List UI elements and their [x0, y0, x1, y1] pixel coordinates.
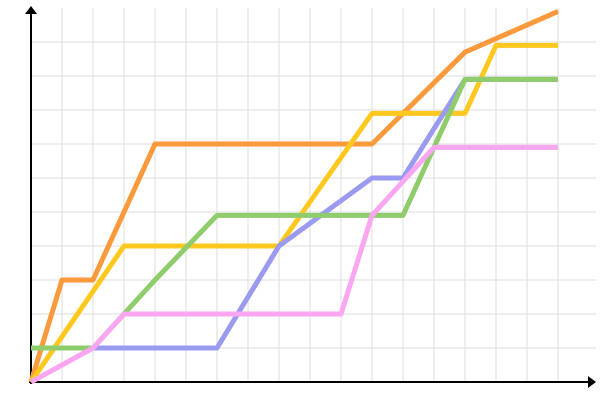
- series-line-green: [31, 76, 558, 351]
- axis-lines: [25, 6, 596, 388]
- series-line-pink: [29, 144, 558, 385]
- series-line-yellow: [28, 42, 558, 384]
- series-line-periwinkle: [31, 76, 558, 351]
- series-line-orange: [28, 9, 560, 383]
- arrow-up-icon: [25, 6, 37, 14]
- arrow-right-icon: [588, 376, 596, 388]
- series-lines: [28, 9, 560, 385]
- grid-lines: [31, 8, 596, 382]
